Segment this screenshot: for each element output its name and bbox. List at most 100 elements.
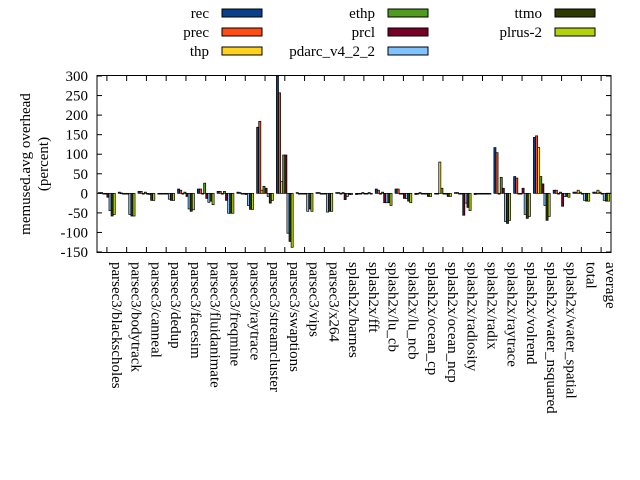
x-tick-label: parsec3/vips — [306, 262, 322, 337]
y-tick-label: -150 — [61, 245, 89, 261]
bar-prec — [456, 192, 459, 194]
bar-thp — [596, 189, 600, 194]
bar-thp — [379, 192, 382, 195]
bar-plrus-2 — [152, 192, 156, 201]
bar-ethp — [519, 192, 523, 195]
bar-ethp — [499, 176, 503, 194]
legend-label: ethp — [349, 6, 375, 22]
bar-thp — [557, 192, 560, 195]
bar-plrus-2 — [587, 192, 591, 202]
bar-prec — [515, 177, 519, 194]
bar-plrus-2 — [132, 192, 136, 217]
bar-prec — [495, 152, 499, 194]
bar-prcl — [284, 154, 288, 194]
bar-prec — [258, 121, 262, 194]
y-tick-label: 200 — [66, 108, 89, 124]
x-tick-label: splash2x/radiosity — [464, 262, 480, 372]
x-tick-label: splash2x/lu_cb — [385, 262, 401, 352]
y-tick-label: -50 — [68, 206, 88, 222]
y-tick-label: 100 — [66, 147, 89, 163]
x-tick-label: splash2x/raytrace — [503, 262, 519, 367]
bar-prec — [396, 188, 400, 194]
bar-pdarc-v4-2-2 — [365, 192, 369, 195]
x-tick-label: parsec3/freqmine — [227, 262, 243, 366]
bar-prec — [218, 191, 222, 194]
bar-plrus-2 — [448, 192, 452, 197]
legend-swatch — [554, 27, 596, 37]
x-tick-label: splash2x/water_spatial — [563, 262, 579, 399]
bar-ethp — [559, 191, 562, 194]
bar-prec — [554, 189, 558, 194]
bar-thp — [339, 192, 343, 195]
x-tick-label: splash2x/barnes — [345, 262, 361, 358]
bar-plrus-2 — [211, 192, 215, 206]
x-tick-label: parsec3/blackscholes — [108, 262, 124, 389]
bar-thp — [438, 161, 442, 194]
x-tick-label: splash2x/volrend — [523, 262, 539, 365]
x-tick-label: splash2x/water_nsquared — [543, 262, 559, 414]
x-tick-label: parsec3/canneal — [147, 262, 163, 358]
bar-plrus-2 — [488, 192, 492, 195]
bar-plrus-2 — [369, 192, 373, 195]
bar-pdarc-v4-2-2 — [345, 192, 349, 197]
legend-swatch — [554, 8, 596, 18]
bar-ethp — [578, 191, 582, 194]
bar-ttmo — [367, 192, 371, 194]
bars — [98, 75, 610, 248]
legend-swatch — [221, 8, 263, 18]
bar-plrus-2 — [429, 192, 432, 197]
y-tick-label: 0 — [81, 186, 89, 202]
bar-ethp — [223, 191, 226, 194]
legend-swatch — [387, 8, 429, 18]
bar-plrus-2 — [567, 192, 571, 198]
bar-thp — [141, 192, 145, 195]
bar-plrus-2 — [468, 192, 472, 211]
bar-thp — [537, 147, 541, 194]
bar-thp — [181, 192, 185, 195]
bar-prec — [337, 192, 341, 194]
bar-plrus-2 — [350, 192, 353, 195]
bar-thp — [201, 192, 204, 195]
legend: rec prec thp ethp prcl pdarc_v4_2_2 ttmo plrus-… — [183, 6, 596, 60]
bar-prec — [179, 189, 183, 194]
legend-swatch — [387, 27, 429, 37]
x-tick-label: average — [602, 262, 618, 309]
bar-prec — [317, 192, 321, 194]
y-axis: -150 -100 -50 0 50 100 150 200 250 300 — [61, 69, 611, 261]
x-tick-label: splash2x/fft — [365, 262, 381, 333]
x-tick-label: parsec3/bodytrack — [128, 262, 144, 372]
bar-plrus-2 — [191, 192, 195, 211]
y-axis-label: memused.avg overhead — [18, 93, 34, 235]
legend-label: prcl — [352, 25, 375, 41]
bar-prcl — [561, 192, 565, 207]
y-tick-label: 300 — [66, 69, 89, 85]
legend-label: plrus-2 — [500, 25, 543, 41]
legend-label: thp — [190, 44, 209, 60]
bar-prec — [436, 192, 440, 195]
bar-prec — [199, 188, 202, 194]
bar-ethp — [598, 191, 602, 194]
legend-label: prec — [183, 25, 209, 41]
x-tick-label: parsec3/swaptions — [286, 262, 302, 372]
bar-prec — [377, 189, 380, 194]
bar-prcl — [462, 192, 466, 216]
legend-label: ttmo — [514, 6, 542, 22]
legend-label: rec — [191, 6, 210, 22]
x-tick-label: parsec3/raytrace — [246, 262, 262, 361]
bar-plrus-2 — [607, 192, 610, 202]
x-tick-label: splash2x/ocean_cp — [424, 262, 440, 375]
x-tick-label: splash2x/radix — [484, 262, 500, 350]
bar-plrus-2 — [409, 192, 413, 204]
bar-plrus-2 — [172, 192, 175, 201]
y-tick-label: 50 — [73, 167, 88, 183]
bar-plrus-2 — [389, 192, 393, 206]
y-tick-label: 250 — [66, 89, 89, 105]
bar-prcl — [541, 183, 545, 194]
x-tick-label: parsec3/fluidanimate — [207, 262, 223, 388]
bar-prec — [278, 92, 281, 194]
bar-prec — [416, 192, 420, 195]
bar-thp — [576, 189, 580, 194]
bar-thp — [418, 192, 422, 194]
x-tick-label: parsec3/x264 — [325, 262, 341, 342]
